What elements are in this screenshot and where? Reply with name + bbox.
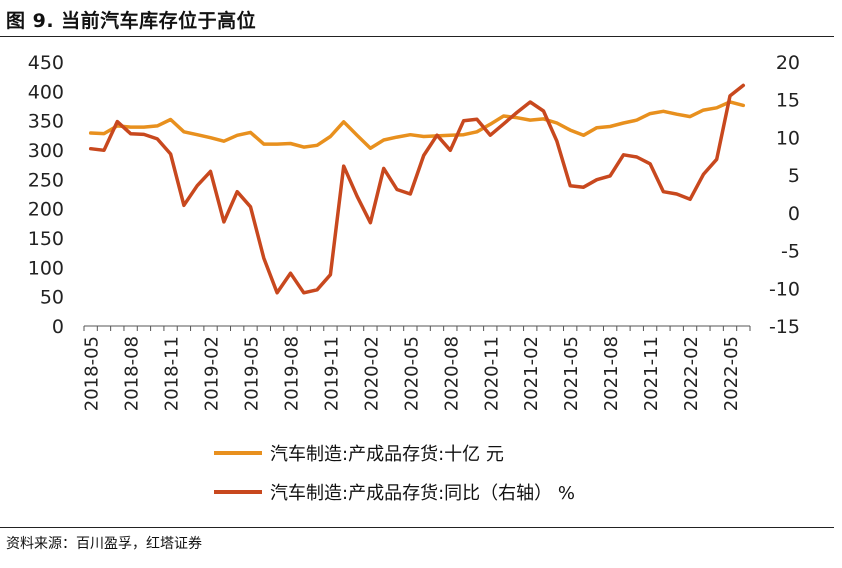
- x-tick-label: 2022-05: [721, 336, 742, 411]
- figure-title: 图 9. 当前汽车库存位于高位: [6, 10, 257, 32]
- legend-label-inventory: 汽车制造:产成品存货:十亿 元: [270, 444, 504, 465]
- x-tick-label: 2020-05: [401, 336, 422, 411]
- left-axis-ticks: 0 50 100 150 200 250 300 350 400 450: [28, 52, 64, 338]
- legend-swatch-yoy: [214, 490, 262, 494]
- left-tick-label: 150: [28, 228, 64, 250]
- x-tick-label: 2018-08: [122, 336, 143, 411]
- source-note: 资料来源：百川盈孚，红塔证券: [6, 536, 202, 552]
- right-tick-label: 20: [776, 52, 800, 74]
- legend-item-inventory: 汽车制造:产成品存货:十亿 元: [214, 440, 504, 466]
- x-tick-label: 2018-05: [82, 336, 103, 411]
- chart-axes: [83, 325, 751, 331]
- right-tick-label: 0: [788, 203, 800, 225]
- x-tick-label: 2019-08: [281, 336, 302, 411]
- left-tick-label: 250: [28, 169, 64, 191]
- x-tick-label: 2018-11: [162, 336, 183, 411]
- bottom-rule: [0, 527, 834, 528]
- line-chart: 0 50 100 150 200 250 300 350 400 450 -15 -10 -5 0 5 10…: [28, 52, 800, 411]
- x-axis-ticks: 2018-05 2018-08 2018-11 2019-02 2019-05 2019-…: [82, 336, 742, 411]
- left-tick-label: 350: [28, 111, 64, 133]
- right-tick-label: 10: [776, 127, 800, 149]
- top-rule: [0, 36, 834, 37]
- series-line-yoy: [88, 83, 746, 295]
- left-tick-label: 400: [28, 81, 64, 103]
- x-tick-label: 2019-02: [202, 336, 223, 411]
- left-tick-label: 450: [28, 52, 64, 74]
- series-layer: [88, 83, 746, 295]
- right-tick-label: 15: [776, 90, 800, 112]
- legend-label-yoy: 汽车制造:产成品存货:同比（右轴） %: [270, 483, 575, 504]
- x-tick-label: 2019-05: [242, 336, 263, 411]
- right-tick-label: -5: [781, 241, 800, 263]
- x-tick-label: 2021-05: [561, 336, 582, 411]
- x-tick-label: 2021-08: [601, 336, 622, 411]
- x-tick-label: 2022-02: [681, 336, 702, 411]
- right-axis-ticks: -15 -10 -5 0 5 10 15 20: [769, 52, 800, 338]
- x-tick-label: 2019-11: [321, 336, 342, 411]
- legend-swatch-inventory: [214, 451, 262, 455]
- left-tick-label: 300: [28, 140, 64, 162]
- right-tick-label: -15: [769, 316, 800, 338]
- legend-item-yoy: 汽车制造:产成品存货:同比（右轴） %: [214, 479, 575, 505]
- x-tick-label: 2021-11: [641, 336, 662, 411]
- x-tick-label: 2020-02: [361, 336, 382, 411]
- x-tick-label: 2020-08: [441, 336, 462, 411]
- right-tick-label: 5: [788, 165, 800, 187]
- x-tick-label: 2020-11: [481, 336, 502, 411]
- left-tick-label: 100: [28, 257, 64, 279]
- left-tick-label: 200: [28, 199, 64, 221]
- right-tick-label: -10: [769, 278, 800, 300]
- left-tick-label: 0: [52, 316, 64, 338]
- x-tick-label: 2021-02: [521, 336, 542, 411]
- left-tick-label: 50: [40, 287, 64, 309]
- series-line-inventory: [88, 100, 746, 150]
